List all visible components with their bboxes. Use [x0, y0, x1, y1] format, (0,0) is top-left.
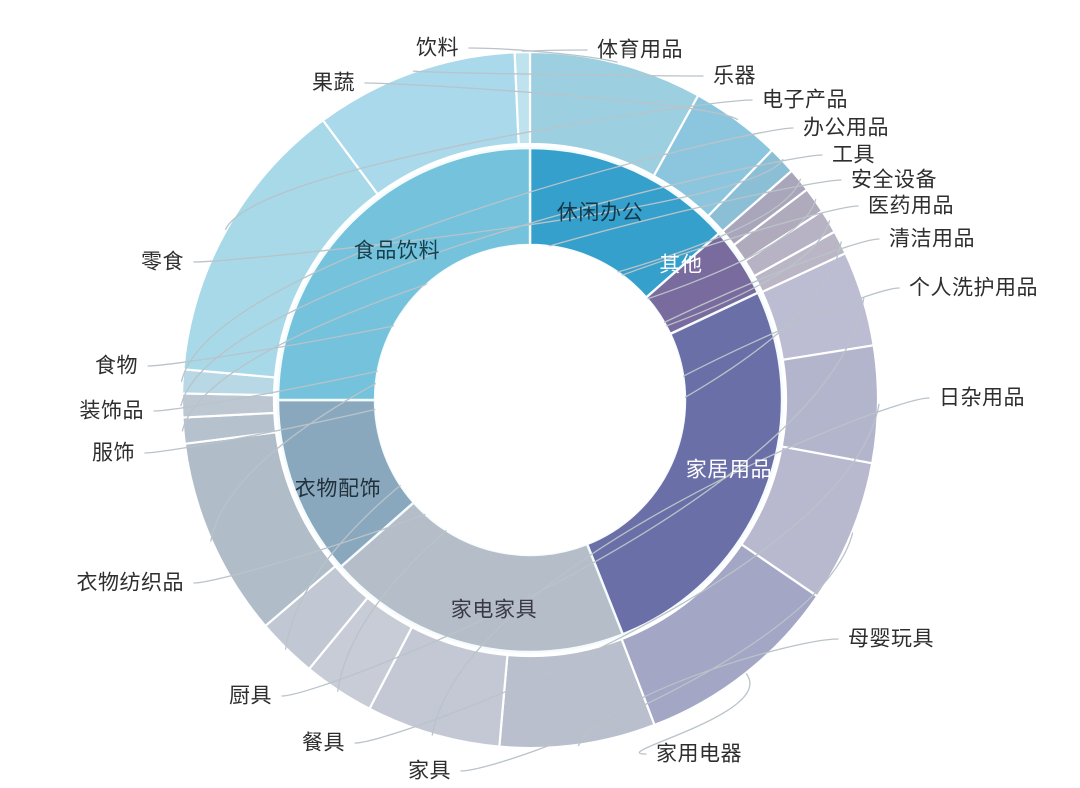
- outer-slice-label: 医药用品: [868, 194, 954, 218]
- inner-slice-label: 家电家具: [450, 598, 538, 622]
- donut-hub: [375, 245, 685, 555]
- leader-line: [224, 99, 753, 230]
- leader-line: [364, 82, 739, 121]
- outer-slice-label: 清洁用品: [889, 227, 975, 251]
- outer-slice-label: 乐器: [713, 64, 756, 88]
- outer-ring-group: [180, 50, 880, 750]
- outer-slice-label: 零食: [141, 250, 184, 274]
- outer-slice-label: 家用电器: [656, 742, 742, 766]
- leader-line: [521, 49, 588, 52]
- outer-slice-label: 日杂用品: [939, 386, 1025, 410]
- leader-line: [354, 403, 880, 744]
- leader-line: [638, 673, 751, 755]
- outer-slice-label: 饮料: [416, 36, 459, 60]
- leader-line: [412, 70, 704, 77]
- outer-slice-label: 装饰品: [79, 399, 144, 423]
- outer-slice-label: 餐具: [302, 731, 345, 755]
- outer-slice-label: 安全设备: [851, 168, 937, 192]
- leader-line: [193, 158, 784, 263]
- outer-slice-label: 厨具: [229, 684, 272, 708]
- outer-slice-label: 家具: [408, 759, 451, 783]
- leader-line: [468, 47, 618, 63]
- outer-slice-label: 服饰: [92, 441, 135, 465]
- leader-line: [431, 397, 930, 736]
- inner-slice-label: 衣物配饰: [294, 477, 382, 501]
- inner-slice-label: 休闲办公: [556, 201, 644, 225]
- outer-slice-label: 电子产品: [762, 88, 848, 112]
- outer-slice-label: 母婴玩具: [848, 627, 934, 651]
- outer-slice-label: 个人洗护用品: [909, 276, 1038, 300]
- leader-lines-group: [144, 47, 930, 772]
- outer-slice-label: 衣物纺织品: [76, 571, 184, 595]
- inner-ring-group: [276, 146, 784, 654]
- outer-slice-label: 办公用品: [803, 116, 889, 140]
- outer-slice-label: 食物: [95, 354, 138, 378]
- leader-line: [281, 297, 865, 697]
- inner-slice-label: 其他: [659, 253, 703, 277]
- inner-slice-label: 食品饮料: [353, 239, 441, 263]
- outer-slice-label: 果蔬: [312, 71, 355, 95]
- leader-line: [460, 532, 854, 772]
- leader-line: [180, 127, 794, 382]
- leader-line: [180, 154, 823, 407]
- outer-slice-label: 体育用品: [597, 38, 683, 62]
- outer-slice[interactable]: [513, 50, 532, 146]
- outer-slice-label: 工具: [832, 143, 875, 167]
- inner-slice-label: 家居用品: [685, 458, 773, 482]
- leader-line: [577, 638, 839, 747]
